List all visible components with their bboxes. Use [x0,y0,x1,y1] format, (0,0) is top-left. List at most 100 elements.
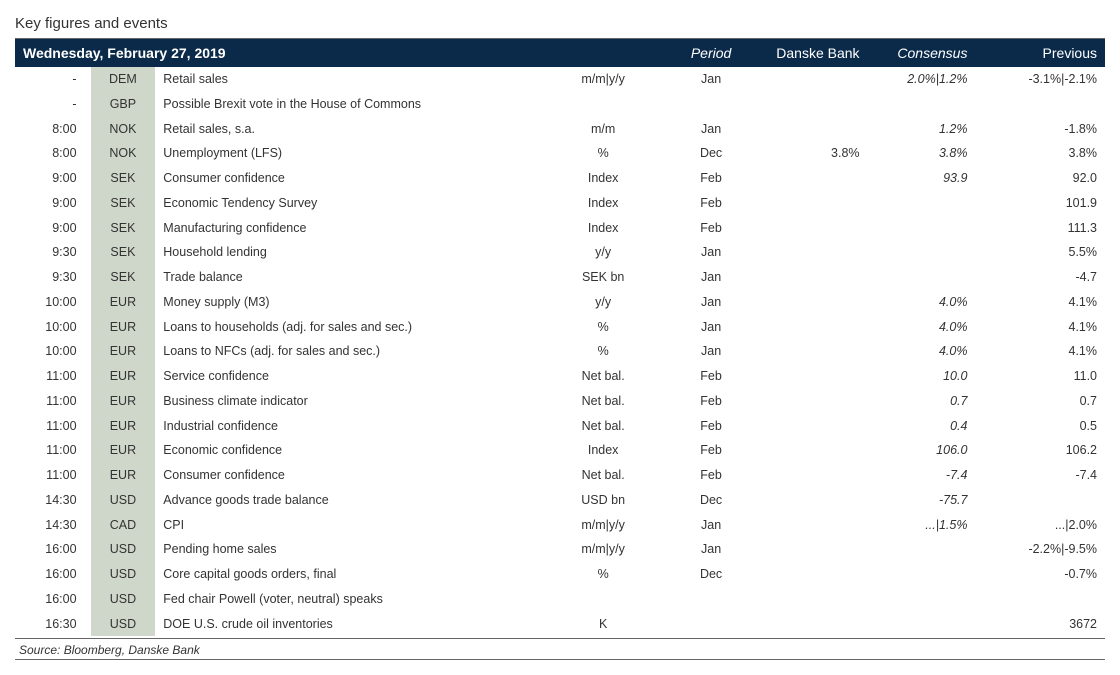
cell-consensus [868,216,976,241]
cell-period [663,587,760,612]
table-row: 14:30CADCPIm/m|y/yJan...|1.5%...|2.0% [15,513,1105,538]
cell-previous: -0.7% [975,562,1105,587]
cell-danske [760,290,868,315]
cell-currency: SEK [91,240,156,265]
table-body: -DEMRetail salesm/m|y/yJan2.0%|1.2%-3.1%… [15,67,1105,636]
cell-period: Jan [663,117,760,142]
table-row: 16:00USDCore capital goods orders, final… [15,562,1105,587]
cell-time: 11:00 [15,364,91,389]
cell-danske [760,587,868,612]
cell-previous: 4.1% [975,315,1105,340]
cell-event: Household lending [155,240,544,265]
table-row: 9:00SEKManufacturing confidenceIndexFeb1… [15,216,1105,241]
cell-event: Advance goods trade balance [155,488,544,513]
cell-consensus: -7.4 [868,463,976,488]
cell-time: - [15,92,91,117]
cell-period: Feb [663,438,760,463]
cell-currency: EUR [91,339,156,364]
cell-currency: EUR [91,414,156,439]
table-row: -DEMRetail salesm/m|y/yJan2.0%|1.2%-3.1%… [15,67,1105,92]
table-row: 11:00EURIndustrial confidenceNet bal.Feb… [15,414,1105,439]
table-header-row: Wednesday, February 27, 2019 Period Dans… [15,39,1105,67]
cell-currency: SEK [91,216,156,241]
cell-consensus [868,92,976,117]
cell-danske [760,513,868,538]
cell-time: 9:30 [15,265,91,290]
source-note: Source: Bloomberg, Danske Bank [15,638,1105,659]
table-row: 11:00EURConsumer confidenceNet bal.Feb-7… [15,463,1105,488]
cell-event: Fed chair Powell (voter, neutral) speaks [155,587,544,612]
cell-unit: % [544,562,663,587]
cell-event: DOE U.S. crude oil inventories [155,612,544,637]
cell-time: 9:00 [15,191,91,216]
cell-consensus [868,265,976,290]
cell-consensus: ...|1.5% [868,513,976,538]
cell-period: Dec [663,562,760,587]
cell-event: Consumer confidence [155,463,544,488]
cell-previous: 106.2 [975,438,1105,463]
cell-currency: EUR [91,290,156,315]
cell-consensus: 3.8% [868,141,976,166]
table-row: 11:00EUREconomic confidenceIndexFeb106.0… [15,438,1105,463]
table-row: 16:30USDDOE U.S. crude oil inventoriesK3… [15,612,1105,637]
cell-event: Retail sales, s.a. [155,117,544,142]
cell-unit [544,92,663,117]
cell-time: 9:00 [15,166,91,191]
date-header: Wednesday, February 27, 2019 [15,39,663,67]
cell-previous: -7.4 [975,463,1105,488]
cell-event: Core capital goods orders, final [155,562,544,587]
cell-time: 11:00 [15,414,91,439]
cell-currency: USD [91,587,156,612]
cell-previous: ...|2.0% [975,513,1105,538]
cell-consensus: 4.0% [868,315,976,340]
cell-previous: 3.8% [975,141,1105,166]
cell-period: Dec [663,141,760,166]
cell-consensus: -75.7 [868,488,976,513]
cell-previous: 92.0 [975,166,1105,191]
cell-consensus: 0.4 [868,414,976,439]
cell-unit: m/m|y/y [544,537,663,562]
cell-event: CPI [155,513,544,538]
cell-consensus [868,191,976,216]
cell-period: Jan [663,240,760,265]
cell-time: 14:30 [15,488,91,513]
cell-unit: m/m|y/y [544,67,663,92]
cell-danske [760,339,868,364]
cell-period: Feb [663,389,760,414]
calendar-container: Wednesday, February 27, 2019 Period Dans… [15,38,1105,660]
cell-previous: 4.1% [975,290,1105,315]
cell-time: 16:00 [15,562,91,587]
cell-previous: 0.7 [975,389,1105,414]
cell-consensus [868,587,976,612]
table-row: 16:00USDFed chair Powell (voter, neutral… [15,587,1105,612]
cell-unit: Index [544,438,663,463]
page-title: Key figures and events [15,15,1105,32]
cell-time: 10:00 [15,290,91,315]
cell-unit: % [544,141,663,166]
cell-currency: GBP [91,92,156,117]
table-row: 10:00EURMoney supply (M3)y/yJan4.0%4.1% [15,290,1105,315]
cell-previous [975,92,1105,117]
cell-unit: % [544,315,663,340]
cell-previous: -1.8% [975,117,1105,142]
table-row: 10:00EURLoans to NFCs (adj. for sales an… [15,339,1105,364]
table-row: 8:00NOKRetail sales, s.a.m/mJan1.2%-1.8% [15,117,1105,142]
cell-currency: CAD [91,513,156,538]
cell-danske [760,389,868,414]
cell-time: 10:00 [15,339,91,364]
table-row: 11:00EURService confidenceNet bal.Feb10.… [15,364,1105,389]
cell-time: 16:00 [15,537,91,562]
cell-danske [760,438,868,463]
cell-unit: m/m|y/y [544,513,663,538]
cell-consensus: 10.0 [868,364,976,389]
cell-unit [544,587,663,612]
cell-period: Jan [663,315,760,340]
cell-currency: USD [91,562,156,587]
cell-period: Jan [663,513,760,538]
cell-event: Economic confidence [155,438,544,463]
cell-time: 11:00 [15,389,91,414]
cell-danske [760,265,868,290]
table-row: -GBPPossible Brexit vote in the House of… [15,92,1105,117]
cell-unit: Net bal. [544,364,663,389]
cell-previous [975,587,1105,612]
